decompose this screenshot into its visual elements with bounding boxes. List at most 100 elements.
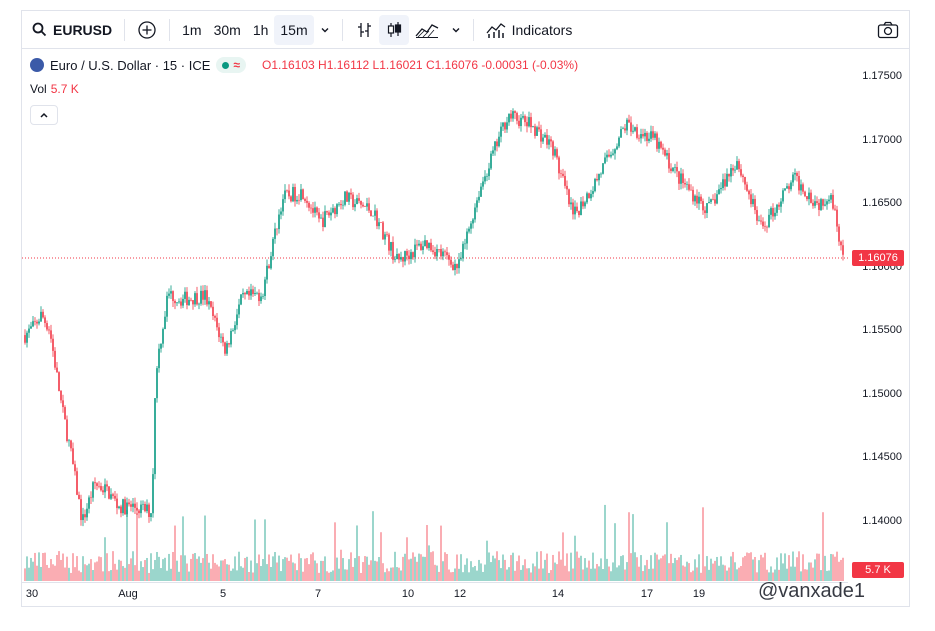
symbol-search-button[interactable]: EURUSD — [22, 15, 118, 45]
volume-bar — [784, 553, 786, 581]
volume-bar — [736, 569, 738, 581]
candle-body — [64, 407, 66, 420]
candle-style-button[interactable] — [378, 14, 409, 45]
volume-bar — [528, 568, 530, 581]
candle-body — [330, 212, 332, 216]
volume-bar — [668, 563, 670, 581]
candle-body — [838, 226, 840, 242]
candle-body — [54, 350, 56, 368]
candle-body — [804, 191, 806, 197]
volume-bar — [824, 555, 826, 581]
volume-bar — [806, 569, 808, 581]
volume-bar — [830, 553, 832, 581]
candle-body — [810, 192, 812, 203]
time-tick-label: 12 — [453, 588, 467, 600]
candle-body — [80, 499, 82, 521]
candle-body — [410, 252, 412, 260]
volume-bar — [788, 555, 790, 581]
candle-body — [172, 291, 174, 301]
candle-body — [516, 112, 518, 121]
volume-bar — [792, 551, 794, 581]
volume-bar — [254, 519, 256, 581]
price-scale[interactable]: 1.17500 1.17000 1.16500 1.16000 1.15500 1.150… — [848, 49, 910, 582]
volume-bar — [714, 560, 716, 581]
market-status-badge[interactable]: ≈ — [216, 57, 246, 73]
volume-bar — [216, 564, 218, 581]
indicators-button[interactable]: Indicators — [480, 15, 579, 45]
volume-bar — [748, 553, 750, 581]
volume-bar — [56, 554, 58, 581]
candle-body — [718, 189, 720, 195]
volume-bar — [550, 570, 552, 581]
volume-bar — [406, 537, 408, 581]
candle-body — [404, 251, 406, 262]
candle-body — [336, 204, 338, 215]
candle-body — [550, 139, 552, 142]
interval-1m[interactable]: 1m — [182, 21, 202, 38]
candle-body — [434, 251, 436, 257]
candle-body — [230, 330, 232, 345]
volume-bar — [242, 567, 244, 581]
candle-body — [788, 186, 790, 190]
candle-body — [156, 368, 158, 399]
volume-bar — [716, 556, 718, 581]
candle-body — [626, 119, 628, 131]
area-style-button[interactable] — [409, 15, 445, 45]
candle-body — [684, 183, 686, 185]
time-tick-label: 19 — [692, 588, 706, 600]
candle-body — [802, 184, 804, 192]
candle-body — [206, 290, 208, 305]
candle-body — [84, 514, 86, 518]
chart-style-dropdown[interactable] — [445, 15, 467, 45]
volume-bar — [772, 572, 774, 581]
candle-body — [492, 150, 494, 154]
candle-body — [554, 149, 556, 156]
candle-body — [294, 187, 296, 202]
candle-body — [784, 188, 786, 191]
volume-bar — [392, 567, 394, 581]
candle-body — [104, 484, 106, 493]
candle-body — [610, 154, 612, 157]
volume-bar — [508, 567, 510, 581]
candle-body — [436, 248, 438, 257]
collapse-legend-button[interactable] — [30, 105, 58, 125]
candle-body — [224, 342, 226, 354]
volume-bar — [494, 558, 496, 581]
volume-bar — [514, 570, 516, 581]
price-tick-label: 1.16500 — [862, 197, 902, 210]
volume-bar — [518, 555, 520, 581]
candle-body — [384, 234, 386, 240]
candle-body — [458, 259, 460, 269]
volume-bar — [840, 559, 842, 581]
interval-30m[interactable]: 30m — [213, 21, 241, 38]
candle-body — [650, 131, 652, 139]
interval-15m[interactable]: 15m — [274, 14, 314, 45]
candle-body — [44, 317, 46, 324]
candle-body — [306, 200, 308, 203]
volume-bar — [276, 562, 278, 581]
candle-body — [782, 190, 784, 202]
bar-style-button[interactable] — [349, 15, 379, 45]
candle-body — [638, 137, 640, 139]
candle-body — [318, 212, 320, 219]
volume-bar — [96, 561, 98, 581]
time-scale[interactable]: 30 Aug 5 7 10 12 14 17 19 — [22, 582, 848, 607]
volume-bar — [588, 560, 590, 581]
volume-bar — [556, 564, 558, 581]
candle-body — [724, 179, 726, 187]
candle-body — [74, 464, 76, 472]
interval-dropdown[interactable] — [314, 15, 336, 45]
snapshot-button[interactable] — [871, 15, 905, 45]
candle-body — [836, 209, 838, 227]
candle-body — [70, 440, 72, 449]
compare-button[interactable] — [131, 15, 163, 45]
price-chart[interactable] — [22, 11, 848, 582]
candle-body — [558, 157, 560, 174]
candle-body — [798, 175, 800, 191]
candle-body — [534, 126, 536, 136]
volume-bar — [352, 566, 354, 581]
volume-bar — [618, 565, 620, 581]
volume-bar — [800, 571, 802, 581]
volume-bar — [756, 572, 758, 581]
interval-1h[interactable]: 1h — [252, 21, 269, 38]
